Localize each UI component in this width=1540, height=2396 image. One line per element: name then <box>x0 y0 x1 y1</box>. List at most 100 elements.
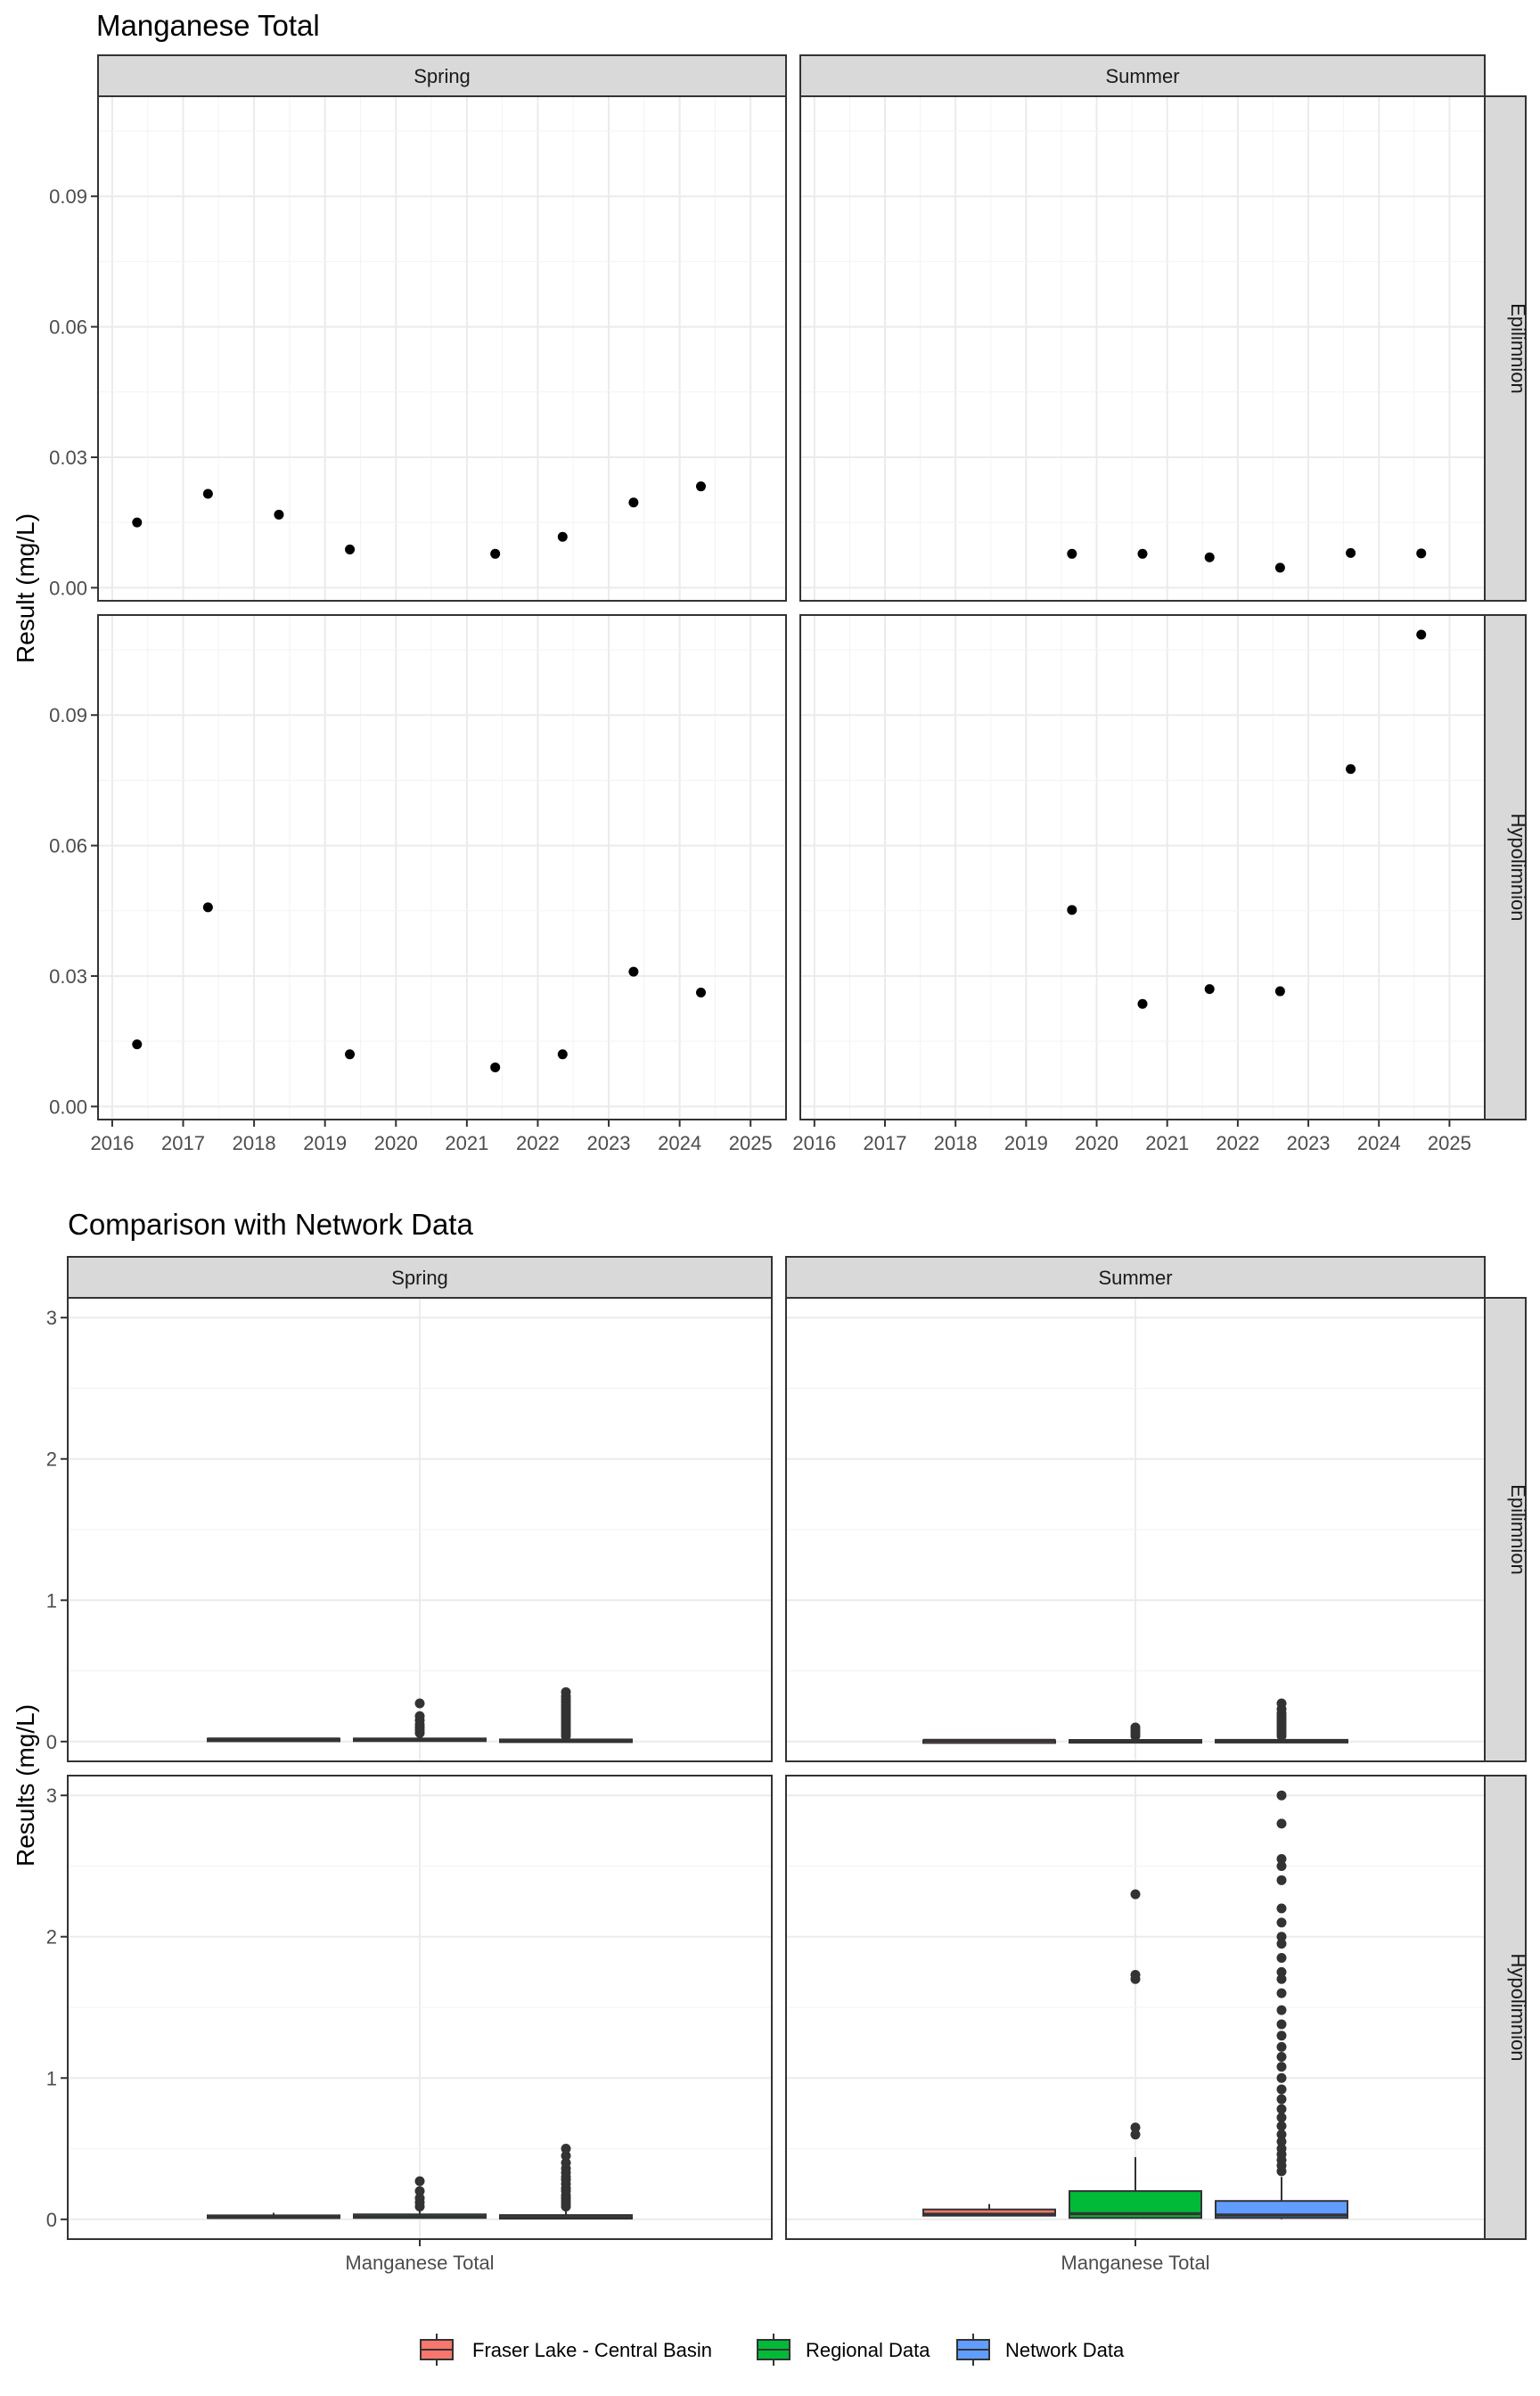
x-tick-label: 2023 <box>1287 1132 1331 1154</box>
outlier-point <box>1276 2019 1287 2030</box>
data-point <box>1204 552 1215 562</box>
facet-label-row: Hypolimnion <box>1507 1953 1529 2061</box>
manganese-scatter-chart: 0.00 0.03 0.06 0.09 0.00 0.03 0.06 0.09 2016 2017… <box>49 54 1529 1154</box>
outlier-point <box>1276 2084 1287 2095</box>
outlier-point <box>1130 2122 1141 2133</box>
y-tick-label: 3 <box>46 1307 57 1329</box>
data-point <box>557 531 568 542</box>
y-tick-label: 1 <box>46 2067 57 2089</box>
y-tick-label: 0 <box>46 2209 57 2231</box>
facet-label-row: Epilimnion <box>1507 1484 1529 1575</box>
outlier-point <box>1276 1698 1287 1709</box>
box-plot <box>353 2176 487 2220</box>
outlier-point <box>1276 1953 1287 1964</box>
data-point <box>1067 548 1077 559</box>
box-plot <box>1215 1790 1348 2220</box>
box-panel: Manganese Total <box>785 1775 1486 2274</box>
x-tick-label: 2020 <box>374 1132 418 1154</box>
outlier-point <box>414 1698 425 1709</box>
facet-label-col: Spring <box>414 65 471 87</box>
outlier-point <box>1276 1875 1287 1885</box>
outlier-point <box>1130 1722 1141 1733</box>
outlier-point <box>1276 2104 1287 2114</box>
y-tick-label: 0 <box>46 1731 57 1753</box>
outlier-point <box>1130 1970 1141 1981</box>
x-tick-label: 2025 <box>729 1132 773 1154</box>
outlier-point <box>1276 1939 1287 1949</box>
box-panel: 0 1 2 3 Manganese Total <box>46 1775 773 2274</box>
facet-label-col: Summer <box>1105 65 1179 87</box>
x-tick-label: 2018 <box>233 1132 276 1154</box>
facet-label-row: Epilimnion <box>1507 303 1529 394</box>
outlier-point <box>1276 2129 1287 2140</box>
data-point <box>1067 905 1077 915</box>
outlier-point <box>561 2144 571 2154</box>
outlier-point <box>561 1686 571 1697</box>
x-tick-label: Manganese Total <box>345 2252 494 2274</box>
panel-border <box>97 95 787 602</box>
outlier-point <box>1276 2094 1287 2105</box>
data-point <box>628 497 639 508</box>
x-tick-label: 2024 <box>658 1132 701 1154</box>
box-plot <box>353 1698 487 1743</box>
scatter-panel: 2016 2017 2018 2019 2020 2021 2022 2023 2024 2025 <box>792 614 1486 1154</box>
outlier-point <box>1276 2031 1287 2041</box>
data-point <box>202 488 213 499</box>
box-plot <box>207 1737 340 1743</box>
facet-strip-row <box>1484 614 1527 1120</box>
box-panel <box>785 1297 1486 1762</box>
outlier-point <box>1276 1854 1287 1865</box>
box-panel: 0 1 2 3 <box>46 1297 773 1762</box>
outlier-point <box>414 2176 425 2187</box>
y-tick-label: 0.06 <box>49 835 87 857</box>
facet-strip-row <box>1484 1297 1527 1762</box>
outlier-point <box>414 1711 425 1721</box>
facet-label-row: Hypolimnion <box>1507 813 1529 921</box>
box-plot <box>499 1686 633 1744</box>
box-plot <box>922 1738 1056 1744</box>
y-tick-label: 0.03 <box>49 965 87 988</box>
x-tick-label: 2016 <box>90 1132 134 1154</box>
x-tick-label: 2017 <box>864 1132 907 1154</box>
legend-key <box>420 2334 454 2366</box>
data-point <box>345 1049 356 1060</box>
box-plot <box>207 2212 340 2220</box>
y-tick-label: 1 <box>46 1589 57 1612</box>
legend-label: Fraser Lake - Central Basin <box>472 2339 712 2361</box>
data-point <box>345 544 356 554</box>
data-point <box>1137 998 1148 1009</box>
legend-key <box>757 2334 790 2366</box>
outlier-point <box>1276 1966 1287 1977</box>
data-point <box>1274 986 1285 997</box>
outlier-point <box>1276 1903 1287 1914</box>
panel-border <box>799 95 1486 602</box>
x-tick-label: 2025 <box>1428 1132 1471 1154</box>
facet-strip-col <box>67 1256 773 1299</box>
data-point <box>695 988 706 998</box>
data-point <box>1274 562 1285 573</box>
scatter-panel <box>799 95 1486 602</box>
legend: Fraser Lake - Central Basin Regional Data… <box>420 2334 1125 2366</box>
x-tick-label: 2024 <box>1357 1132 1401 1154</box>
x-tick-label: 2019 <box>1004 1132 1048 1154</box>
data-point <box>1416 629 1427 640</box>
data-point <box>557 1049 568 1060</box>
outlier-point <box>1276 1988 1287 1998</box>
x-tick-label: 2022 <box>1216 1132 1259 1154</box>
data-point <box>490 548 501 559</box>
facet-strip-col <box>97 54 787 97</box>
outlier-point <box>1276 1790 1287 1801</box>
scatter-panel: 0.00 0.03 0.06 0.09 <box>49 95 787 602</box>
y-tick-label: 0.03 <box>49 447 87 469</box>
y-tick-label: 0.09 <box>49 704 87 726</box>
outlier-point <box>1276 2051 1287 2062</box>
data-point <box>1346 764 1356 775</box>
outlier-point <box>414 2193 425 2203</box>
outlier-point <box>414 2186 425 2196</box>
legend-label: Network Data <box>1005 2339 1125 2361</box>
outlier-point <box>1276 1917 1287 1928</box>
facet-strip-row <box>1484 95 1527 602</box>
data-point <box>490 1062 501 1072</box>
outlier-point <box>1276 2041 1287 2052</box>
